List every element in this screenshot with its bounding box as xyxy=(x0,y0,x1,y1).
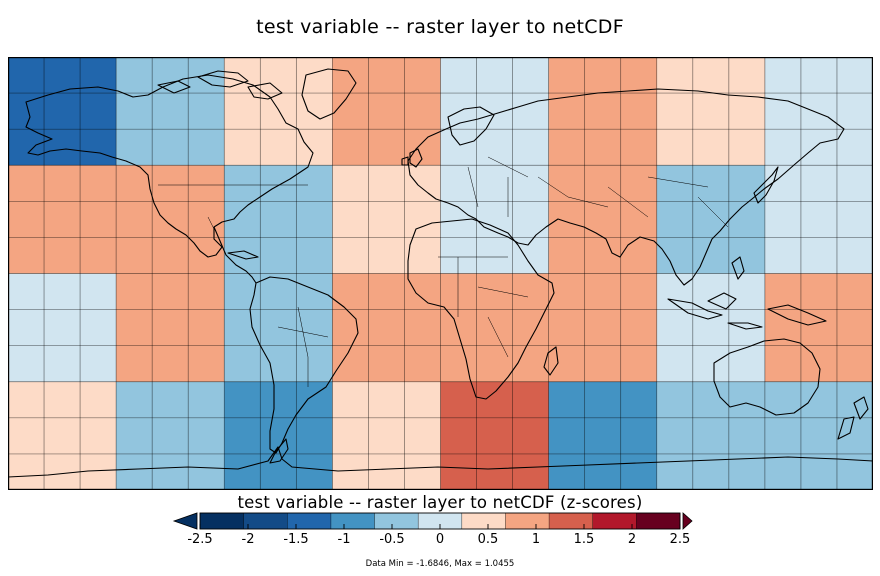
coastline-central-america xyxy=(213,226,257,284)
raster-cell xyxy=(656,381,766,490)
colorbar-tick-label: -1.5 xyxy=(283,532,309,547)
colorbar-bin xyxy=(418,513,463,529)
raster-cell xyxy=(332,273,441,383)
colorbar-over-arrow xyxy=(682,512,693,530)
raster-cell xyxy=(656,165,766,274)
raster-cell xyxy=(332,381,441,490)
raster-cell xyxy=(548,381,658,490)
raster-cell xyxy=(224,381,333,490)
coastline-eurasia xyxy=(407,88,845,286)
raster-cell xyxy=(332,57,441,166)
colorbar-bin xyxy=(243,513,288,529)
raster-map xyxy=(8,57,873,490)
colorbar-tick-label: -2 xyxy=(241,532,255,547)
coastline-arctic-islands xyxy=(157,70,283,100)
raster-cell xyxy=(8,381,117,490)
raster-cell xyxy=(440,381,550,490)
raster-cell xyxy=(116,381,225,490)
colorbar-bin xyxy=(592,513,637,529)
raster-cell xyxy=(764,57,873,166)
raster-cell xyxy=(224,57,333,166)
coastline-south-america xyxy=(249,276,359,454)
raster-cell xyxy=(224,165,333,274)
coastline-australia xyxy=(713,338,821,416)
coastline-north-america xyxy=(25,74,314,258)
map-panel xyxy=(8,57,873,490)
raster-cell xyxy=(656,57,766,166)
colorbar xyxy=(172,512,693,530)
raster-cell xyxy=(8,57,117,166)
colorbar-bin xyxy=(505,513,550,529)
colorbar-tick-marks xyxy=(199,513,681,529)
raster-cell xyxy=(548,165,658,274)
colorbar-bin xyxy=(374,513,419,529)
coastline-greenland xyxy=(301,68,357,120)
colorbar-tick-label: -2.5 xyxy=(187,532,213,547)
raster-cell xyxy=(8,273,117,383)
colorbar-tick-label: 2.5 xyxy=(669,532,691,547)
colorbar-title: test variable -- raster layer to netCDF … xyxy=(237,493,643,512)
coastline-madagascar xyxy=(543,346,559,376)
raster-cell xyxy=(548,273,658,383)
raster-cell xyxy=(440,273,550,383)
raster-cell xyxy=(764,381,873,490)
colorbar-tick-labels: -2.5 -2 -1.5 -1 -0.5 0 0.5 1 1.5 2 2.5 xyxy=(0,532,880,552)
colorbar-tick-label: 0.5 xyxy=(477,532,499,547)
coastline-antarctic-peninsula xyxy=(269,438,289,464)
colorbar-under-arrow xyxy=(172,512,198,530)
colorbar-bin xyxy=(549,513,594,529)
coastline-antarctica xyxy=(8,446,873,478)
colorbar-bins xyxy=(172,512,693,530)
map-title: test variable -- raster layer to netCDF xyxy=(256,16,624,38)
colorbar-bin xyxy=(287,513,332,529)
raster-cell xyxy=(440,57,550,166)
colorbar-bin xyxy=(636,513,681,529)
raster-cell xyxy=(116,165,225,274)
country-borders xyxy=(158,156,729,387)
raster-cell xyxy=(332,165,441,274)
coastlines xyxy=(8,68,873,478)
graticule-grid xyxy=(8,57,873,490)
colorbar-tick-label: -0.5 xyxy=(379,532,405,547)
coastline-africa xyxy=(407,218,555,400)
coastline-cuba xyxy=(227,250,259,260)
raster-cell xyxy=(764,273,873,383)
colorbar-tick-label: 1 xyxy=(531,532,541,547)
colorbar-tick-label: 0 xyxy=(435,532,445,547)
colorbar-tick-label: 1.5 xyxy=(573,532,595,547)
colorbar-bin xyxy=(200,513,244,529)
colorbar-tick-label: -1 xyxy=(337,532,351,547)
data-range-note: Data Min = -1.6846, Max = 1.0455 xyxy=(365,559,515,569)
raster-cell xyxy=(440,165,550,274)
raster-cell xyxy=(116,273,225,383)
colorbar-bin xyxy=(461,513,506,529)
coastline-indonesia xyxy=(667,292,827,330)
raster-cell xyxy=(764,165,873,274)
raster-cell xyxy=(548,57,658,166)
raster-cell xyxy=(8,165,117,274)
raster-cell xyxy=(224,273,333,383)
colorbar-tick-label: 2 xyxy=(627,532,637,547)
map-frame xyxy=(8,57,873,490)
raster-cell xyxy=(656,273,766,383)
colorbar-bin xyxy=(330,513,375,529)
